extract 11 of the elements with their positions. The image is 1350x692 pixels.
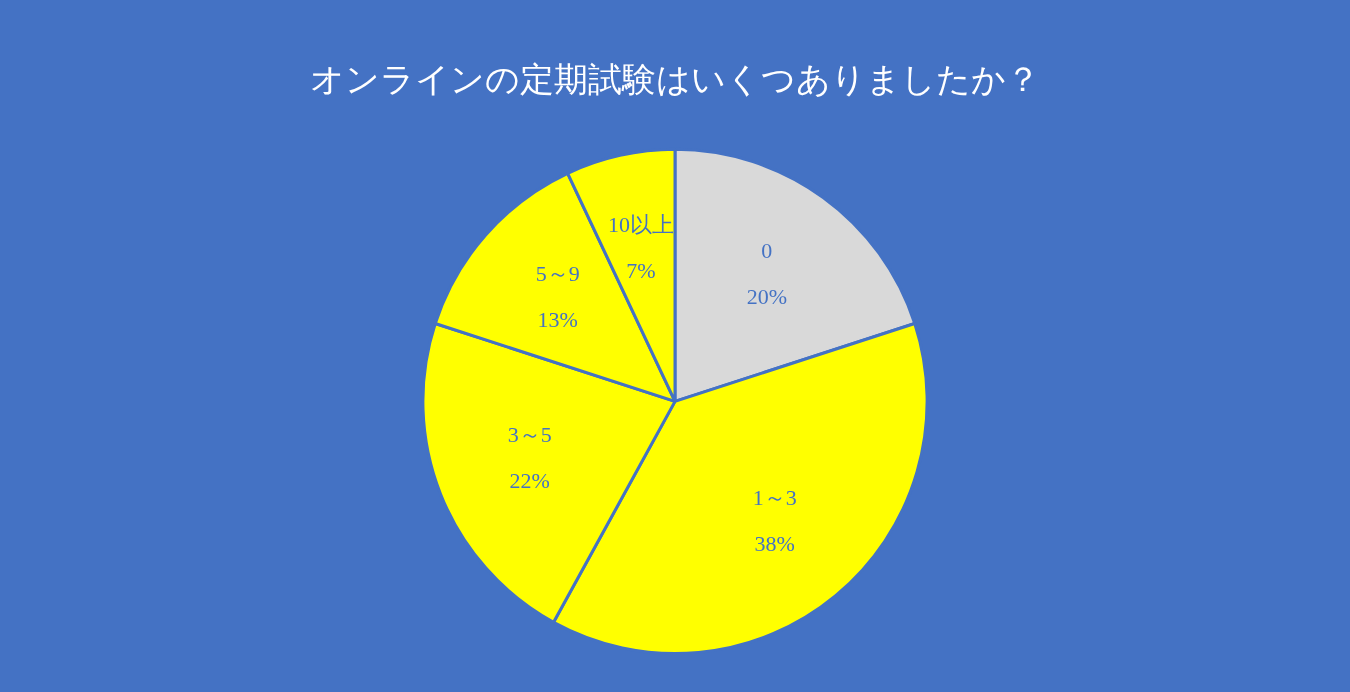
chart-title: オンラインの定期試験はいくつありましたか？ [310,61,1040,99]
slice-label: 0 [761,237,773,263]
data-label: 22% [509,467,550,493]
data-label: 38% [754,530,795,556]
data-label: 7% [626,257,656,283]
slice-label: 5～9 [535,260,580,286]
data-label: 20% [746,283,788,309]
slice-label: 3～5 [507,421,552,447]
slice-label: 10以上 [607,211,674,237]
data-label: 13% [537,306,578,332]
slice-label: 1～3 [752,484,797,510]
